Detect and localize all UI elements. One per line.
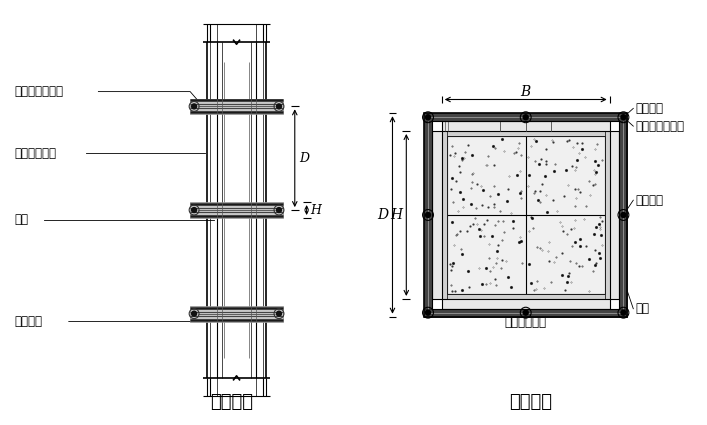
Circle shape <box>426 310 431 315</box>
Circle shape <box>621 115 626 120</box>
Text: 竖愣（方木）: 竖愣（方木） <box>14 147 57 160</box>
Circle shape <box>621 310 626 315</box>
Circle shape <box>276 311 281 316</box>
Text: 对拉螺栓: 对拉螺栓 <box>636 102 663 115</box>
Bar <box>432 121 619 309</box>
Bar <box>609 131 619 299</box>
Text: 柱箍（圆钢管）: 柱箍（圆钢管） <box>14 85 64 98</box>
Circle shape <box>192 207 197 212</box>
Bar <box>442 294 609 299</box>
Text: B: B <box>520 85 531 99</box>
Circle shape <box>621 212 626 218</box>
Circle shape <box>276 104 281 109</box>
Text: D: D <box>378 208 389 222</box>
Text: 面板: 面板 <box>14 213 28 227</box>
Bar <box>442 131 609 136</box>
Text: 柱箍（圆钢管）: 柱箍（圆钢管） <box>636 120 684 133</box>
Bar <box>442 131 447 299</box>
Text: 对拉螺栓: 对拉螺栓 <box>14 315 42 328</box>
Bar <box>442 299 609 309</box>
Bar <box>424 309 627 317</box>
Text: 对拉螺栓: 对拉螺栓 <box>636 194 663 207</box>
Bar <box>442 121 609 131</box>
Text: H: H <box>390 208 402 222</box>
Circle shape <box>523 115 528 120</box>
Bar <box>190 99 283 114</box>
Circle shape <box>523 310 528 315</box>
Bar <box>424 113 627 121</box>
Circle shape <box>192 311 197 316</box>
Text: 面板: 面板 <box>636 302 649 315</box>
Bar <box>447 136 604 294</box>
Bar <box>424 113 627 317</box>
Bar <box>424 121 432 309</box>
Bar <box>190 306 283 322</box>
Circle shape <box>426 212 431 218</box>
Circle shape <box>426 115 431 120</box>
Bar <box>190 202 283 218</box>
Bar <box>604 131 609 299</box>
Text: D: D <box>299 152 309 165</box>
Text: 柱立面图: 柱立面图 <box>210 394 253 411</box>
Bar <box>432 131 442 299</box>
Text: H: H <box>310 204 322 216</box>
Bar <box>619 121 627 309</box>
Circle shape <box>192 104 197 109</box>
Circle shape <box>276 207 281 212</box>
Text: 柱剖面图: 柱剖面图 <box>509 394 552 411</box>
Text: 竖愣（方木）: 竖愣（方木） <box>505 316 547 329</box>
